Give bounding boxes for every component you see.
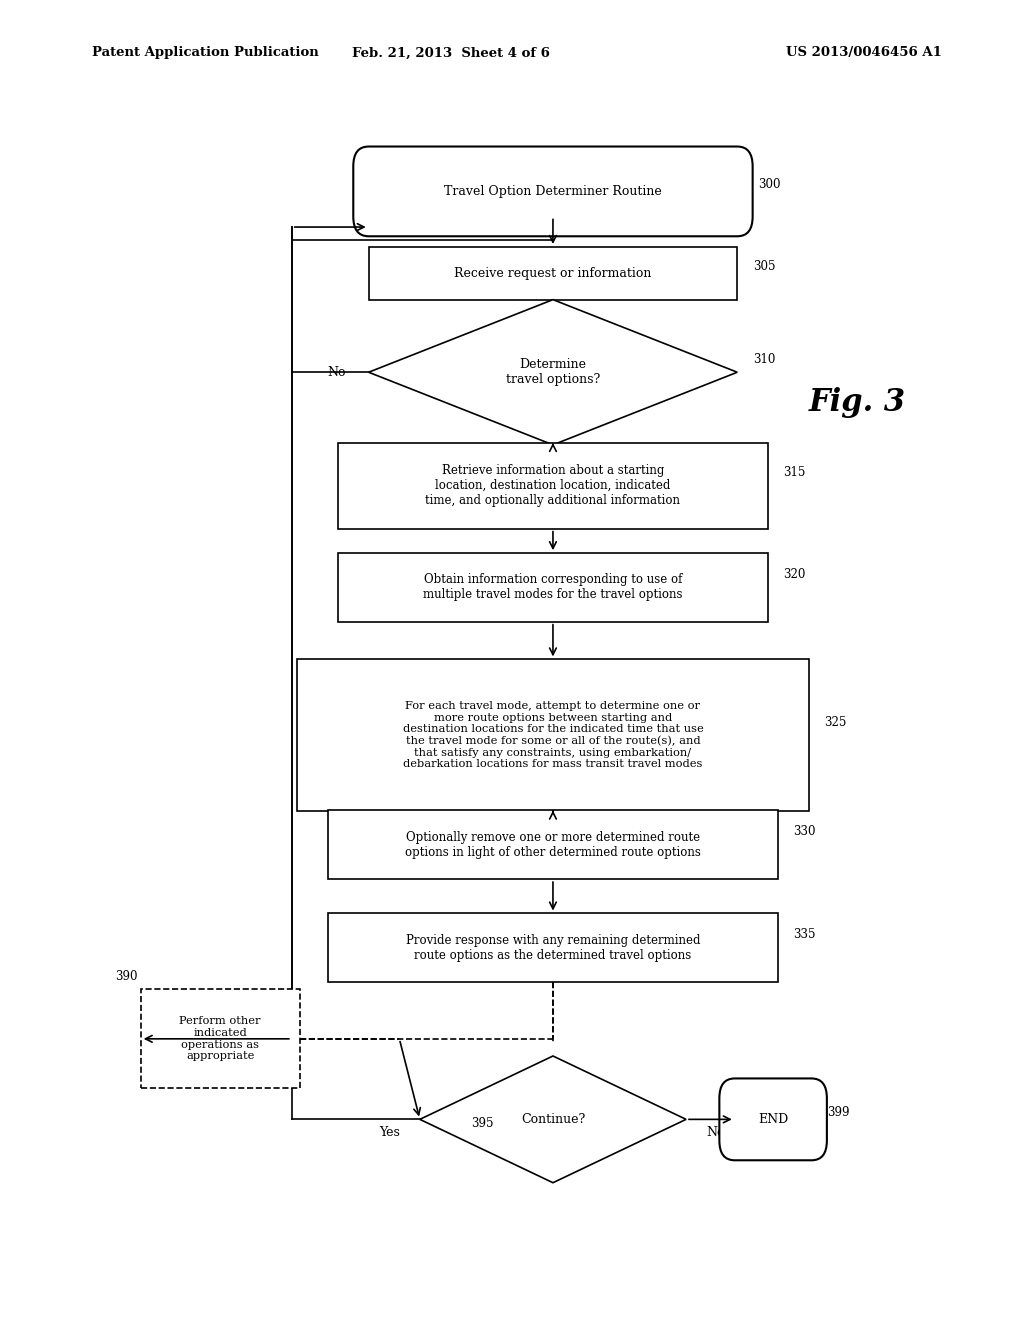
FancyBboxPatch shape xyxy=(719,1078,827,1160)
Text: 395: 395 xyxy=(471,1117,494,1130)
Text: For each travel mode, attempt to determine one or
more route options between sta: For each travel mode, attempt to determi… xyxy=(402,701,703,770)
Text: 305: 305 xyxy=(753,260,775,273)
Text: 310: 310 xyxy=(753,352,775,366)
Text: No: No xyxy=(328,366,346,379)
Text: US 2013/0046456 A1: US 2013/0046456 A1 xyxy=(786,46,942,59)
Polygon shape xyxy=(420,1056,686,1183)
Text: 315: 315 xyxy=(783,466,806,479)
Text: Receive request or information: Receive request or information xyxy=(455,267,651,280)
FancyBboxPatch shape xyxy=(338,442,768,528)
Text: Optionally remove one or more determined route
options in light of other determi: Optionally remove one or more determined… xyxy=(406,830,700,859)
Text: 335: 335 xyxy=(794,928,816,941)
Text: Obtain information corresponding to use of
multiple travel modes for the travel : Obtain information corresponding to use … xyxy=(423,573,683,602)
FancyBboxPatch shape xyxy=(141,990,299,1088)
FancyBboxPatch shape xyxy=(328,810,778,879)
Text: Feb. 21, 2013  Sheet 4 of 6: Feb. 21, 2013 Sheet 4 of 6 xyxy=(351,46,550,59)
Text: 330: 330 xyxy=(794,825,816,838)
Text: 325: 325 xyxy=(824,715,847,729)
Text: Provide response with any remaining determined
route options as the determined t: Provide response with any remaining dete… xyxy=(406,933,700,962)
Text: Travel Option Determiner Routine: Travel Option Determiner Routine xyxy=(444,185,662,198)
FancyBboxPatch shape xyxy=(338,553,768,622)
Text: Perform other
indicated
operations as
appropriate: Perform other indicated operations as ap… xyxy=(179,1016,261,1061)
FancyBboxPatch shape xyxy=(353,147,753,236)
Text: 399: 399 xyxy=(827,1106,849,1119)
Text: 320: 320 xyxy=(783,568,806,581)
Text: END: END xyxy=(758,1113,788,1126)
Text: 300: 300 xyxy=(758,178,780,191)
FancyBboxPatch shape xyxy=(328,913,778,982)
Text: Yes: Yes xyxy=(568,458,589,471)
Polygon shape xyxy=(369,300,737,445)
Text: Patent Application Publication: Patent Application Publication xyxy=(92,46,318,59)
Text: Continue?: Continue? xyxy=(521,1113,585,1126)
Text: Retrieve information about a starting
location, destination location, indicated
: Retrieve information about a starting lo… xyxy=(425,465,681,507)
Text: No: No xyxy=(707,1126,725,1139)
Text: 390: 390 xyxy=(116,970,137,982)
Text: Fig. 3: Fig. 3 xyxy=(809,387,906,418)
FancyBboxPatch shape xyxy=(369,247,737,300)
Text: Yes: Yes xyxy=(379,1126,399,1139)
FancyBboxPatch shape xyxy=(297,659,809,810)
Text: Determine
travel options?: Determine travel options? xyxy=(506,358,600,387)
